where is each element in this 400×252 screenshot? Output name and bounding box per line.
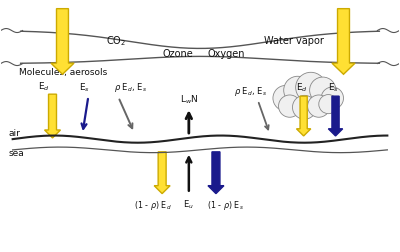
FancyArrow shape <box>51 9 74 74</box>
Text: E$_d$: E$_d$ <box>296 82 308 94</box>
Text: E$_s$: E$_s$ <box>328 82 339 94</box>
Circle shape <box>319 94 338 114</box>
Circle shape <box>292 95 316 119</box>
Text: E$_u$: E$_u$ <box>184 199 194 211</box>
Text: Oxygen: Oxygen <box>207 49 245 59</box>
FancyArrow shape <box>328 96 343 136</box>
FancyArrow shape <box>296 96 311 136</box>
Text: L$_w$N: L$_w$N <box>180 93 198 106</box>
Circle shape <box>321 87 344 109</box>
FancyArrow shape <box>208 152 224 194</box>
FancyArrow shape <box>44 94 60 138</box>
Text: Molecules, aerosols: Molecules, aerosols <box>19 68 107 77</box>
Text: Ozone: Ozone <box>163 49 194 59</box>
FancyArrow shape <box>332 9 355 74</box>
Circle shape <box>278 95 301 117</box>
Text: $\rho$ E$_d$, E$_s$: $\rho$ E$_d$, E$_s$ <box>234 85 267 98</box>
Text: $\rho$ E$_d$, E$_s$: $\rho$ E$_d$, E$_s$ <box>114 81 147 94</box>
Circle shape <box>284 76 312 104</box>
Text: E$_d$: E$_d$ <box>38 80 50 93</box>
Text: sea: sea <box>9 149 24 158</box>
FancyArrow shape <box>154 152 170 194</box>
Circle shape <box>310 77 336 103</box>
Circle shape <box>296 72 326 103</box>
Text: CO$_2$: CO$_2$ <box>106 34 126 48</box>
Circle shape <box>273 85 298 111</box>
Text: (1 - $\rho$) E$_d$: (1 - $\rho$) E$_d$ <box>134 199 172 212</box>
Text: Water vapor: Water vapor <box>264 36 324 46</box>
Text: E$_s$: E$_s$ <box>79 82 90 94</box>
Polygon shape <box>21 31 379 63</box>
Text: (1 - $\rho$) E$_s$: (1 - $\rho$) E$_s$ <box>208 199 244 212</box>
Circle shape <box>308 95 330 117</box>
Text: air: air <box>9 130 20 138</box>
